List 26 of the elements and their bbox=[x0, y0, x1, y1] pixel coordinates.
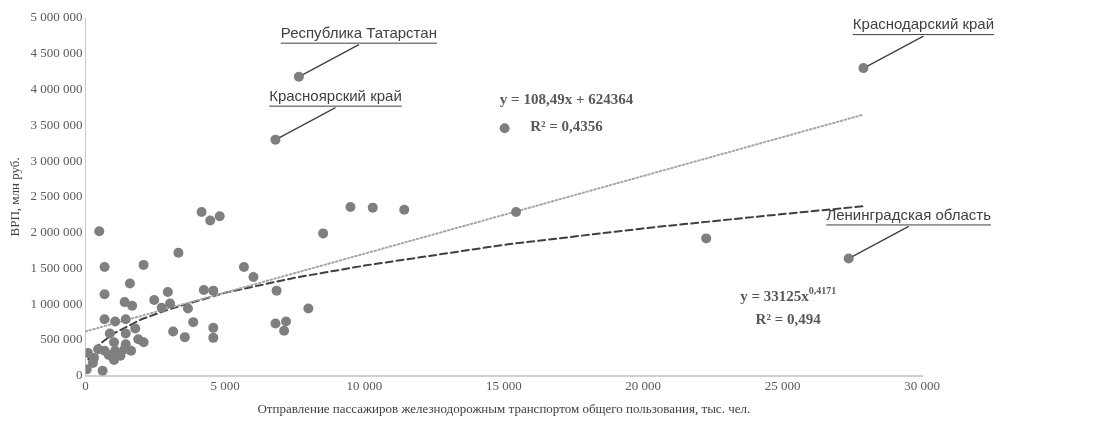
x-tick-label: 25 000 bbox=[764, 378, 801, 394]
x-tick-label: 30 000 bbox=[904, 378, 940, 394]
x-axis-title: Отправление пассажиров железнодорожным транспортом общего пользования, тыс. чел. bbox=[257, 400, 751, 416]
annotation: y = 108,49x + 624364 bbox=[499, 91, 634, 108]
annotation: Красноярский край bbox=[269, 86, 402, 104]
y-tick-label: 0 bbox=[76, 367, 83, 383]
y-tick-label: 2 000 000 bbox=[30, 224, 83, 240]
y-tick-label: 500 000 bbox=[40, 331, 83, 347]
annotation: R² = 0,494 bbox=[755, 311, 822, 328]
x-tick-label: 5 000 bbox=[210, 378, 240, 394]
annotation: Ленинградская область bbox=[826, 205, 992, 223]
y-tick-label: 1 500 000 bbox=[30, 259, 83, 275]
y-tick-label: 3 500 000 bbox=[30, 116, 83, 132]
x-tick-label: 20 000 bbox=[625, 378, 662, 394]
y-tick-label: 5 000 000 bbox=[30, 9, 83, 25]
annotation: R² = 0,4356 bbox=[530, 118, 604, 134]
x-tick-label: 15 000 bbox=[485, 378, 522, 394]
x-tick-label: 10 000 bbox=[346, 378, 383, 394]
annotation: Республика Татарстан bbox=[280, 23, 437, 41]
y-tick-label: 3 000 000 bbox=[30, 152, 83, 168]
y-tick-label: 1 000 000 bbox=[30, 295, 83, 311]
y-tick-label: 2 500 000 bbox=[30, 188, 83, 204]
annotation: Краснодарский край bbox=[852, 15, 995, 33]
y-axis-title: ВРП, млн руб. bbox=[7, 157, 23, 237]
y-tick-label: 4 500 000 bbox=[30, 45, 83, 61]
y-tick-label: 4 000 000 bbox=[30, 80, 83, 96]
